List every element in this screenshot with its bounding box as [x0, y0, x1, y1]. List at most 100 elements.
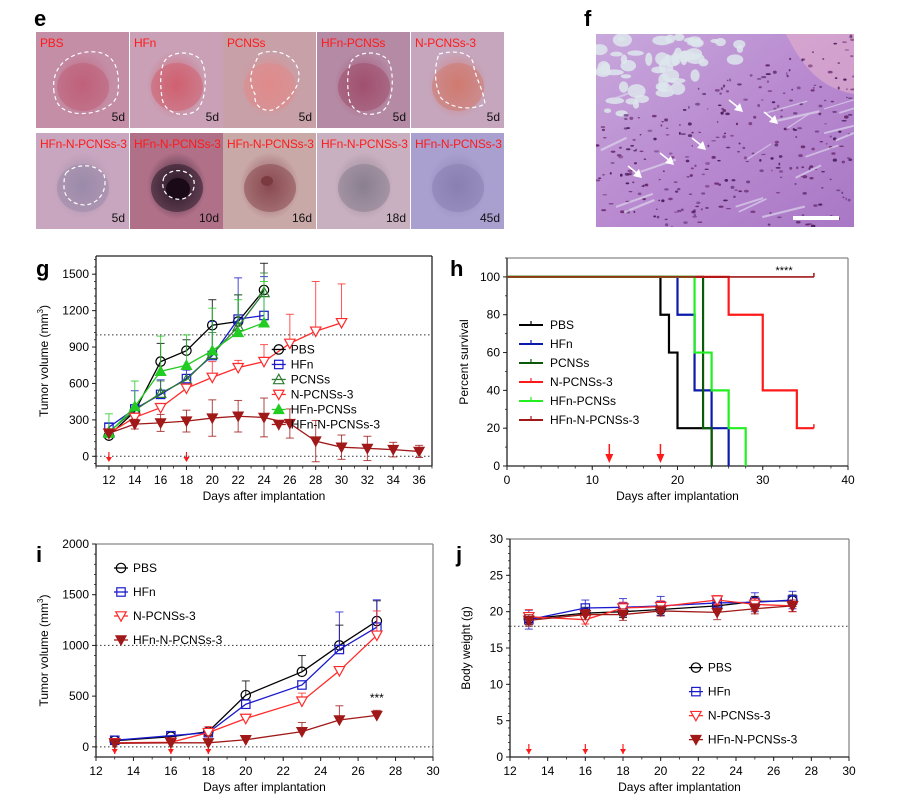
series-hfn-n-pcnss-3 — [102, 397, 426, 463]
y-tick-label: 40 — [487, 383, 501, 397]
x-tick-label: 26 — [283, 473, 297, 487]
x-tick-label: 34 — [387, 473, 401, 487]
y-axis-label: Tumor volume (mm3) — [36, 305, 51, 417]
data-point — [710, 595, 724, 607]
data-point — [232, 411, 245, 423]
legend-label: HFn-N-PCNSs-3 — [133, 633, 223, 647]
x-axis-label: Days after implantation — [618, 780, 741, 794]
y-tick-label: 300 — [69, 413, 89, 427]
photo-tile: N-PCNSs-3 5d — [411, 32, 504, 128]
arrow-icon — [763, 111, 778, 124]
x-tick-label: 18 — [202, 764, 216, 778]
photo-texture — [151, 52, 206, 115]
data-point — [689, 734, 702, 746]
panel-letter: i — [36, 542, 42, 567]
y-tick-label: 500 — [69, 689, 89, 703]
arrow-icon — [728, 99, 743, 112]
legend-label: HFn-PCNSs — [550, 394, 616, 408]
data-point — [128, 412, 141, 424]
photo-texture — [338, 52, 393, 115]
treatment-arrow-icon — [620, 749, 626, 754]
x-tick-label: 20 — [654, 764, 668, 778]
photo-tile: HFn-N-PCNSs-3 10d — [130, 133, 223, 229]
legend-label: N-PCNSs-3 — [133, 609, 196, 623]
arrow-icon — [659, 152, 674, 165]
y-tick-label: 20 — [490, 605, 504, 619]
y-tick-label: 900 — [69, 340, 89, 354]
photo-tile: HFn 5d — [130, 32, 223, 128]
survival-curve-pbs — [507, 275, 713, 466]
survival-curve-n-pcnss-3 — [507, 275, 814, 430]
legend-label: HFn — [291, 357, 314, 371]
tile-group-label: HFn-PCNSs — [321, 36, 386, 50]
data-point — [690, 662, 702, 673]
data-point — [295, 696, 309, 708]
data-point — [239, 735, 252, 746]
data-point — [154, 386, 167, 398]
tile-day-label: 10d — [198, 211, 219, 225]
x-tick-label: 26 — [351, 764, 365, 778]
x-tick-label: 30 — [335, 473, 349, 487]
treatment-arrow-icon — [167, 749, 174, 754]
legend-label: N-PCNSs-3 — [708, 709, 771, 723]
photo-texture — [244, 50, 300, 111]
legend-label: PCNSs — [550, 356, 589, 370]
x-tick-label: 12 — [102, 473, 116, 487]
data-point — [206, 413, 219, 425]
y-tick-label: 100 — [480, 270, 500, 284]
data-point — [180, 383, 193, 395]
x-tick-label: 20 — [206, 473, 220, 487]
tumor-outline — [53, 51, 120, 115]
tumor-outline — [160, 52, 206, 115]
data-point — [257, 316, 271, 328]
treatment-arrow-icon — [205, 749, 212, 754]
data-point — [296, 666, 308, 678]
treatment-arrow-icon — [105, 457, 112, 462]
photo-tile: PBS 5d — [36, 32, 129, 128]
y-tick-label: 0 — [496, 750, 503, 764]
series-hfn-n-pcnss-3 — [108, 705, 383, 750]
x-tick-label: 12 — [89, 764, 103, 778]
data-point — [272, 419, 285, 431]
x-tick-label: 16 — [164, 764, 178, 778]
legend-label: HFn — [133, 585, 156, 599]
photo-texture — [151, 164, 203, 212]
x-axis-label: Days after implantation — [203, 489, 326, 503]
legend-label: HFn-N-PCNSs-3 — [550, 413, 640, 427]
data-point — [309, 326, 322, 338]
chart-panel-h: h 0 20 40 60 80 100 0 10 20 30 40 Days after implant… — [450, 256, 855, 503]
photo-texture — [432, 51, 486, 111]
y-tick-label: 600 — [69, 376, 89, 390]
data-point — [180, 416, 193, 428]
data-point — [202, 727, 215, 740]
tumor-outline — [434, 51, 486, 109]
tile-group-label: HFn-N-PCNSs-3 — [321, 137, 408, 151]
data-point — [283, 338, 297, 350]
data-point — [154, 365, 167, 377]
data-point — [309, 436, 322, 448]
chart-panel-i: i 0 500 1000 1500 2000 12 14 16 18 20 22 24 26 28 30 Day… — [36, 537, 440, 794]
data-point — [272, 373, 285, 385]
data-point — [273, 359, 284, 370]
x-tick-label: 28 — [309, 473, 323, 487]
legend-label: HFn-N-PCNSs-3 — [708, 733, 798, 747]
scale-bar — [793, 216, 839, 220]
photo-tile: HFn-N-PCNSs-3 45d — [411, 133, 504, 229]
tumor-outline — [250, 50, 300, 111]
tile-group-label: N-PCNSs-3 — [415, 36, 476, 50]
tile-day-label: 5d — [392, 110, 406, 124]
x-tick-label: 30 — [756, 473, 770, 487]
chart-panel-g: g 0 300 600 900 1200 1500 12 14 16 18 20 22 24 26 28 30 3… — [36, 255, 433, 503]
legend-label: N-PCNSs-3 — [291, 387, 354, 401]
data-point — [231, 362, 245, 375]
x-axis-label: Days after implantation — [203, 780, 326, 794]
tile-group-label: HFn-N-PCNSs-3 — [134, 137, 221, 151]
data-point — [786, 601, 799, 613]
data-point — [654, 606, 667, 618]
treatment-arrow-icon — [111, 749, 118, 754]
data-point — [240, 699, 251, 710]
legend-label: HFn — [708, 685, 731, 699]
data-point — [257, 412, 271, 424]
data-point — [206, 372, 219, 384]
